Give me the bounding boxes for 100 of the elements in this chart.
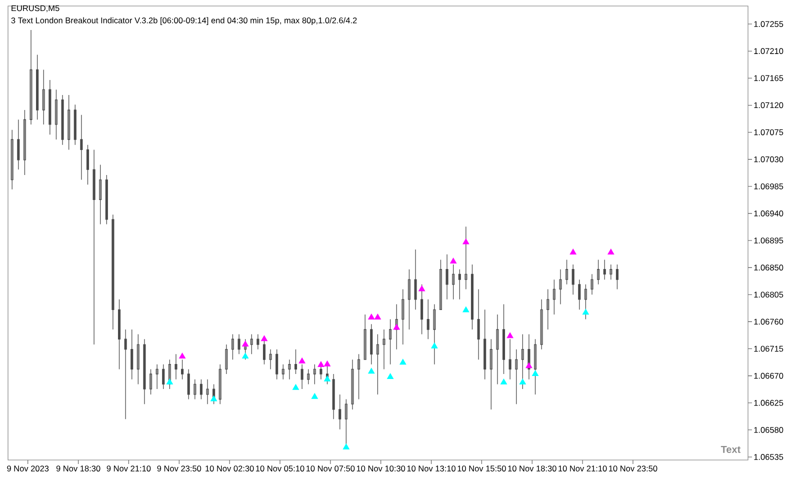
point: [210, 396, 218, 402]
y-tick-label: 1.06625: [754, 400, 784, 406]
candlestick: [408, 269, 410, 330]
point: [166, 378, 173, 384]
candlestick: [426, 299, 430, 340]
candlestick: [250, 334, 253, 354]
candlestick: [420, 284, 424, 335]
x-tick-label: 9 Nov 2023: [7, 466, 49, 472]
candlestick: [515, 349, 518, 404]
candlestick: [36, 54, 39, 120]
point: [418, 285, 426, 292]
y-tick-label: 1.06670: [754, 372, 784, 379]
candlestick: [162, 364, 165, 390]
x-tick-label: 9 Nov 23:50: [157, 466, 202, 472]
point: [260, 335, 268, 342]
candlestick: [112, 214, 114, 330]
candlestick: [124, 329, 127, 420]
text: 3 Text London Breakout Indicator V.3.2b [06:00-09:14] end 04:30 min 15p, max 80p,1.0/2.6/4.2: [11, 17, 357, 25]
y-tick-label: 1.06715: [754, 346, 784, 352]
candlestick: [194, 379, 196, 400]
x-tick-label: 10 Nov 07:50: [306, 466, 355, 472]
candlestick: [42, 69, 45, 125]
point: [532, 370, 539, 376]
x-tick-label: 10 Nov 05:10: [256, 466, 304, 472]
candlestick: [200, 379, 202, 400]
candlestick: [610, 264, 612, 280]
candlestick: [187, 368, 190, 400]
candlestick: [603, 259, 606, 280]
candlestick: [433, 304, 436, 365]
candlestick: [552, 279, 556, 315]
candlestick: [225, 344, 228, 374]
y-tick-label: 1.07030: [754, 156, 784, 162]
candlestick: [338, 394, 342, 430]
candlestick: [181, 359, 184, 380]
point: [179, 352, 186, 359]
x-tick-label: 10 Nov 13:10: [407, 466, 456, 472]
candlestick: [86, 144, 90, 185]
point: [292, 384, 300, 390]
point: [431, 342, 438, 348]
y-tick-label: 1.06985: [754, 183, 784, 190]
y-tick-label: 1.06580: [754, 426, 784, 433]
x-tick-label: 10 Nov 23:50: [609, 466, 658, 472]
point: [242, 352, 249, 359]
candlestick: [414, 249, 417, 310]
candlestick: [92, 149, 96, 345]
point: [462, 238, 470, 244]
candlestick: [597, 259, 600, 285]
candlestick: [294, 349, 298, 374]
point: [318, 361, 324, 367]
candlestick: [300, 364, 304, 390]
candlestick: [521, 334, 524, 390]
x-tick-label: 10 Nov 02:30: [206, 466, 254, 472]
point: [393, 324, 400, 330]
candlestick: [80, 114, 83, 180]
point: [582, 308, 589, 315]
candlestick: [508, 338, 512, 380]
candlestick: [534, 338, 537, 395]
y-tick-label: 1.06940: [754, 210, 784, 216]
candlestick: [376, 334, 379, 395]
candlestick: [502, 304, 506, 374]
point: [506, 332, 514, 338]
candlestick: [320, 364, 322, 380]
candlestick: [174, 354, 178, 380]
y-tick-label: 1.06805: [754, 292, 784, 298]
y-tick-label: 1.07165: [754, 75, 784, 82]
annotation: Text: [720, 446, 740, 453]
candlestick: [351, 359, 354, 410]
candlestick: [402, 288, 404, 345]
point: [519, 378, 526, 384]
point: [400, 358, 406, 365]
candlestick: [490, 338, 492, 410]
candlestick: [578, 279, 581, 310]
candlestick: [382, 329, 386, 370]
candlestick: [370, 324, 373, 365]
candlestick: [452, 264, 455, 300]
candlestick: [357, 354, 360, 400]
y-tick-label: 1.06760: [754, 318, 784, 325]
candlestick: [206, 379, 209, 404]
point: [570, 248, 576, 255]
candlestick: [446, 254, 448, 300]
candlestick: [540, 299, 543, 350]
y-tick-label: 1.06895: [754, 238, 784, 244]
x-tick-label: 10 Nov 21:10: [558, 466, 607, 472]
x-tick-label: 10 Nov 10:30: [356, 466, 406, 472]
candlestick: [136, 334, 140, 385]
point: [298, 358, 306, 364]
candlestick: [477, 288, 480, 360]
y-tick-label: 1.07120: [754, 102, 784, 108]
point: [500, 378, 508, 384]
candlestick: [282, 364, 284, 380]
candlestick: [344, 398, 348, 445]
candlestick: [54, 89, 58, 140]
candlestick: [99, 164, 102, 225]
candlestick: [17, 119, 20, 170]
candlestick: [616, 264, 618, 290]
point: [374, 314, 381, 320]
candlestick: [566, 259, 568, 285]
point: [526, 362, 532, 368]
candlestick: [10, 130, 14, 190]
x-tick-label: 10 Nov 15:50: [458, 466, 506, 472]
